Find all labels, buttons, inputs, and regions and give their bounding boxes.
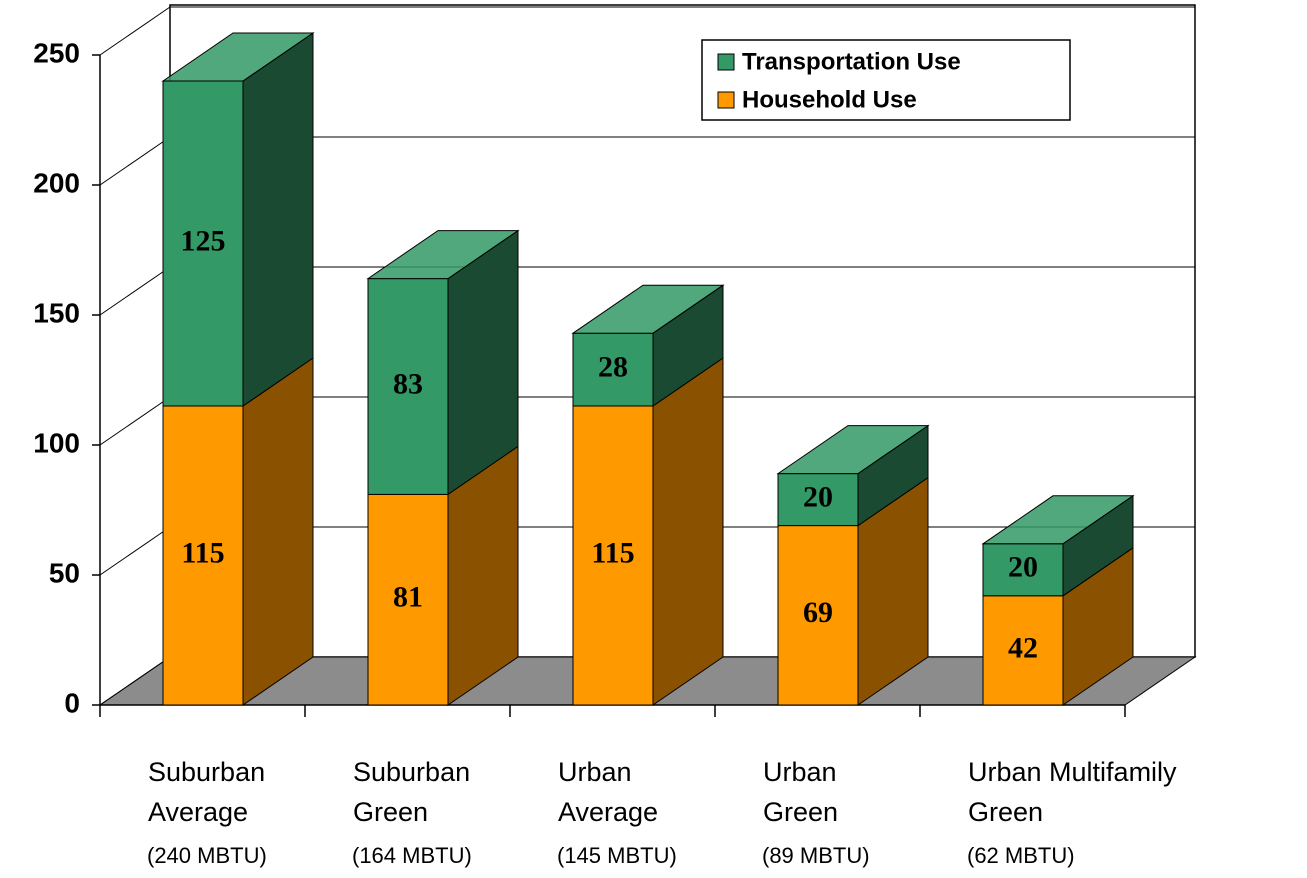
x-tick-label-box: Urban Average: [558, 757, 659, 827]
grid-line: [99, 266, 171, 316]
category-note: (240 MBTU): [147, 843, 267, 868]
grid-line: [99, 656, 171, 706]
grid-line: [99, 6, 171, 56]
y-tick-label: 150: [33, 297, 80, 328]
x-tick-label: Urban Green: [763, 757, 839, 827]
bar: [572, 332, 654, 407]
bar-top: [776, 425, 930, 475]
x-tick-label-box: Urban Multifamily Green: [968, 757, 1177, 827]
x-tick-label: Suburban Green: [353, 757, 471, 827]
category-note: (62 MBTU): [967, 843, 1075, 868]
grid-line: [99, 396, 171, 446]
bar: [162, 405, 244, 706]
y-tick-label: 50: [49, 557, 80, 588]
category-note-box: (240 MBTU): [147, 843, 267, 868]
bar: [367, 278, 449, 495]
category-note-box: (89 MBTU): [762, 843, 870, 868]
value-label: 115: [591, 536, 634, 569]
y-tick-label: 250: [33, 37, 80, 68]
x-tick-label: Urban Multifamily Green: [968, 757, 1177, 827]
bar-top: [571, 284, 725, 334]
bar-side: [242, 357, 314, 706]
bar-top: [161, 32, 315, 82]
legend-label: Transportation Use: [742, 48, 961, 75]
bar: [777, 473, 859, 527]
value-label: 81: [393, 581, 423, 614]
bar-top: [366, 230, 520, 280]
bar-side: [242, 32, 314, 407]
value-label: 115: [181, 536, 224, 569]
legend-box: [701, 39, 1071, 121]
value-label: 125: [181, 224, 226, 257]
category-note-box: (62 MBTU): [967, 843, 1075, 868]
x-tick-label: Urban Average: [558, 757, 659, 827]
x-tick-label: Suburban Average: [148, 757, 266, 827]
y-tick-label: 0: [64, 687, 80, 718]
category-note: (145 MBTU): [557, 843, 677, 868]
grid-line: [99, 526, 171, 576]
y-tick-label: 100: [33, 427, 80, 458]
x-tick-label-box: Suburban Green: [353, 757, 471, 827]
x-tick-label-box: Suburban Average: [148, 757, 266, 827]
value-label: 28: [598, 350, 628, 383]
category-note: (89 MBTU): [762, 843, 870, 868]
value-label: 69: [803, 596, 833, 629]
bar-top: [981, 495, 1135, 545]
category-note: (164 MBTU): [352, 843, 472, 868]
category-note-box: (145 MBTU): [557, 843, 677, 868]
value-label: 83: [393, 367, 423, 400]
x-tick-label-box: Urban Green: [763, 757, 839, 827]
legend-swatch: [717, 53, 735, 71]
y-tick-label: 200: [33, 167, 80, 198]
value-label: 20: [803, 480, 833, 513]
legend-label: Household Use: [742, 86, 917, 113]
value-label: 20: [1008, 551, 1038, 584]
category-note-box: (164 MBTU): [352, 843, 472, 868]
bar: [162, 80, 244, 407]
bar: [367, 493, 449, 706]
value-label: 42: [1008, 631, 1038, 664]
bar: [777, 525, 859, 706]
legend-swatch: [717, 91, 735, 109]
grid-line: [99, 136, 171, 186]
bar: [982, 595, 1064, 706]
bar-side: [652, 357, 724, 706]
bar: [982, 543, 1064, 597]
bar: [572, 405, 654, 706]
